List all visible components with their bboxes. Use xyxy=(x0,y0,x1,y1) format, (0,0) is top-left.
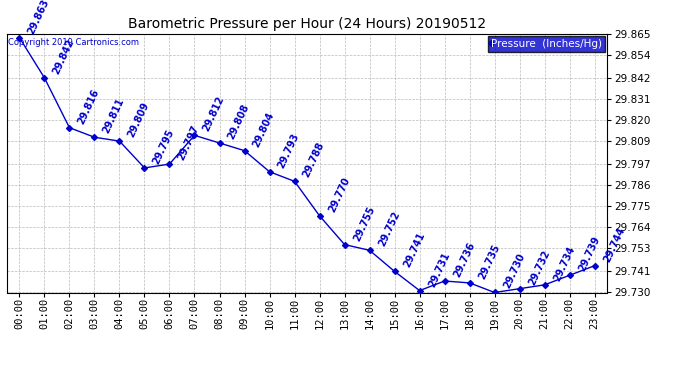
Pressure  (Inches/Hg) xyxy=(566,273,574,278)
Text: 29.863: 29.863 xyxy=(26,0,51,35)
Pressure  (Inches/Hg) xyxy=(115,139,124,143)
Pressure  (Inches/Hg) xyxy=(140,166,148,170)
Pressure  (Inches/Hg) xyxy=(515,286,524,291)
Line: Pressure  (Inches/Hg): Pressure (Inches/Hg) xyxy=(17,36,597,295)
Text: Copyright 2019 Cartronics.com: Copyright 2019 Cartronics.com xyxy=(8,38,139,46)
Text: 29.735: 29.735 xyxy=(477,243,502,281)
Pressure  (Inches/Hg) xyxy=(366,248,374,253)
Text: 29.793: 29.793 xyxy=(277,131,302,170)
Pressure  (Inches/Hg) xyxy=(491,290,499,295)
Text: 29.732: 29.732 xyxy=(526,248,551,286)
Text: 29.744: 29.744 xyxy=(602,225,627,264)
Text: 29.755: 29.755 xyxy=(351,204,377,242)
Text: 29.730: 29.730 xyxy=(502,252,526,290)
Text: 29.812: 29.812 xyxy=(201,95,226,133)
Text: 29.797: 29.797 xyxy=(177,124,201,162)
Pressure  (Inches/Hg) xyxy=(540,283,549,287)
Text: 29.811: 29.811 xyxy=(101,97,126,135)
Pressure  (Inches/Hg) xyxy=(40,76,48,80)
Legend: Pressure  (Inches/Hg): Pressure (Inches/Hg) xyxy=(488,36,605,52)
Pressure  (Inches/Hg) xyxy=(340,242,348,247)
Text: 29.739: 29.739 xyxy=(577,235,602,273)
Text: 29.788: 29.788 xyxy=(302,141,326,179)
Pressure  (Inches/Hg) xyxy=(215,141,224,145)
Pressure  (Inches/Hg) xyxy=(66,125,74,130)
Title: Barometric Pressure per Hour (24 Hours) 20190512: Barometric Pressure per Hour (24 Hours) … xyxy=(128,17,486,31)
Text: 29.741: 29.741 xyxy=(402,231,426,269)
Text: 29.752: 29.752 xyxy=(377,210,402,248)
Text: 29.736: 29.736 xyxy=(451,241,477,279)
Pressure  (Inches/Hg) xyxy=(290,179,299,184)
Text: 29.804: 29.804 xyxy=(251,110,277,148)
Pressure  (Inches/Hg) xyxy=(166,162,174,166)
Text: 29.808: 29.808 xyxy=(226,102,251,141)
Text: 29.734: 29.734 xyxy=(551,244,577,283)
Pressure  (Inches/Hg) xyxy=(466,280,474,285)
Pressure  (Inches/Hg) xyxy=(90,135,99,140)
Pressure  (Inches/Hg) xyxy=(190,133,199,138)
Text: 29.809: 29.809 xyxy=(126,100,151,139)
Pressure  (Inches/Hg) xyxy=(315,214,324,218)
Text: 29.795: 29.795 xyxy=(151,128,177,166)
Pressure  (Inches/Hg) xyxy=(440,279,449,283)
Pressure  (Inches/Hg) xyxy=(240,148,248,153)
Pressure  (Inches/Hg) xyxy=(391,269,399,274)
Text: 29.770: 29.770 xyxy=(326,176,351,214)
Pressure  (Inches/Hg) xyxy=(591,263,599,268)
Pressure  (Inches/Hg) xyxy=(266,170,274,174)
Pressure  (Inches/Hg) xyxy=(15,35,23,40)
Text: 29.842: 29.842 xyxy=(51,38,77,76)
Pressure  (Inches/Hg) xyxy=(415,288,424,293)
Text: 29.816: 29.816 xyxy=(77,87,101,126)
Text: 29.731: 29.731 xyxy=(426,250,451,288)
